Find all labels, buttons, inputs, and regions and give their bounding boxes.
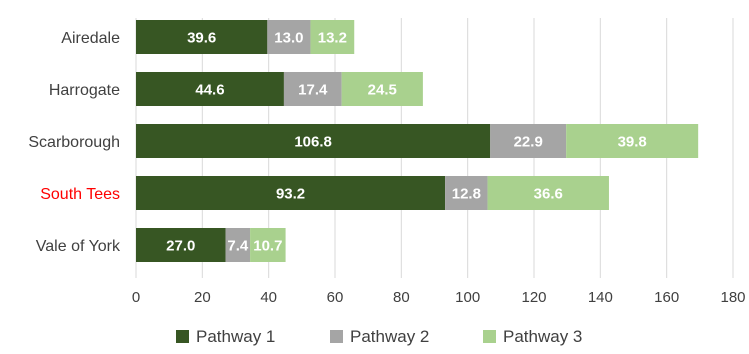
x-tick-label: 40 [260, 289, 277, 306]
x-tick-label: 160 [654, 289, 679, 306]
bar-harrogate-pathway-1 [136, 72, 284, 106]
bar-vale-of-york-pathway-3 [250, 228, 286, 262]
legend-swatch-pathway-2 [330, 330, 343, 343]
category-label: Scarborough [28, 134, 120, 151]
bar-scarborough-pathway-2 [490, 124, 567, 158]
category-label: Airedale [61, 30, 120, 47]
bar-airedale-pathway-2 [267, 20, 311, 54]
category-label: Harrogate [49, 82, 120, 99]
data-label: 39.6 [187, 30, 216, 47]
data-label: 39.8 [618, 134, 647, 151]
bar-harrogate-pathway-2 [283, 72, 342, 106]
data-label: 44.6 [195, 82, 224, 99]
legend-swatch-pathway-3 [483, 330, 496, 343]
bar-scarborough-pathway-1 [136, 124, 491, 158]
data-label: 7.4 [227, 238, 249, 255]
legend-label: Pathway 1 [196, 327, 275, 346]
category-label: South Tees [40, 186, 120, 203]
x-tick-label: 80 [393, 289, 410, 306]
data-label: 12.8 [452, 186, 481, 203]
data-label: 13.0 [274, 30, 303, 47]
data-label: 106.8 [294, 134, 332, 151]
x-tick-label: 140 [588, 289, 613, 306]
data-label: 27.0 [166, 238, 195, 255]
data-label: 13.2 [318, 30, 347, 47]
x-tick-label: 180 [720, 289, 745, 306]
legend-swatch-pathway-1 [176, 330, 189, 343]
data-label: 22.9 [514, 134, 543, 151]
legend-label: Pathway 3 [503, 327, 582, 346]
x-tick-label: 60 [327, 289, 344, 306]
data-label: 36.6 [534, 186, 563, 203]
data-label: 24.5 [368, 82, 397, 99]
data-label: 93.2 [276, 186, 305, 203]
x-tick-label: 20 [194, 289, 211, 306]
category-label: Vale of York [36, 238, 121, 255]
x-tick-label: 0 [132, 289, 140, 306]
bar-south-tees-pathway-3 [487, 176, 609, 210]
bar-group: 39.6 13.0 13.2 44.6 17.4 24.5 106.8 22.9 39.8 93.… [136, 20, 699, 262]
category-axis-labels: Airedale Harrogate Scarborough South Tees Va… [28, 30, 121, 255]
legend: Pathway 1 Pathway 2 Pathway 3 [176, 327, 582, 346]
value-axis-labels: 0 20 40 60 80 100 120 140 160 180 [132, 289, 746, 306]
x-tick-label: 120 [521, 289, 546, 306]
bar-airedale-pathway-1 [136, 20, 268, 54]
bar-airedale-pathway-3 [310, 20, 355, 54]
data-label: 17.4 [298, 82, 328, 99]
bar-vale-of-york-pathway-1 [136, 228, 226, 262]
bar-south-tees-pathway-1 [136, 176, 446, 210]
bar-harrogate-pathway-3 [341, 72, 423, 106]
bar-scarborough-pathway-3 [566, 124, 699, 158]
bar-south-tees-pathway-2 [445, 176, 488, 210]
x-tick-label: 100 [455, 289, 480, 306]
bar-vale-of-york-pathway-2 [225, 228, 251, 262]
data-label: 10.7 [253, 238, 282, 255]
legend-label: Pathway 2 [350, 327, 429, 346]
